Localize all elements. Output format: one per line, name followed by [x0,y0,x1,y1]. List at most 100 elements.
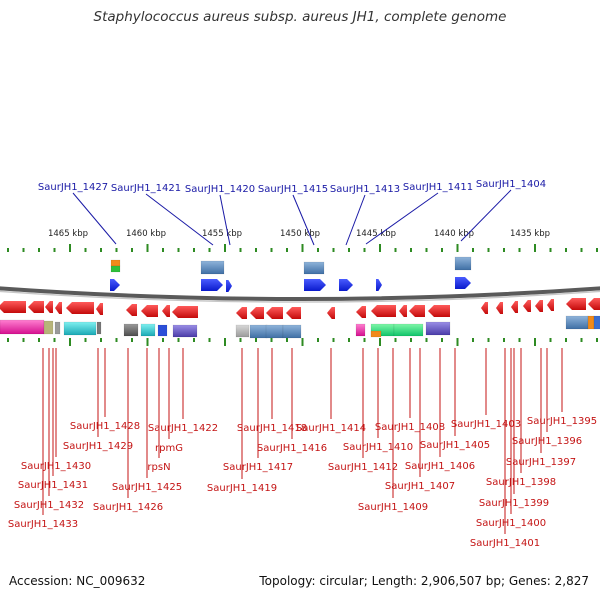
forward-gene-arrow [304,279,326,291]
scale-label: 1465 kbp [48,229,88,239]
scale-tick [239,338,242,342]
scale-tick [394,248,397,252]
forward-gene-arrow [455,277,471,289]
scale-tick [131,248,133,252]
gene-label: SaurJH1_1421 [111,183,181,194]
leader-line [219,194,231,246]
scale-label: 1460 kbp [126,229,166,239]
scale-tick [162,338,164,342]
leader-line [345,194,366,246]
leader-line [145,193,214,246]
scale-tick [193,248,195,252]
scale-tick [518,338,521,342]
scale-tick [565,338,567,342]
reverse-gene-arrow [535,300,543,312]
gene-label: SaurJH1_1395 [527,416,597,427]
feature-box [54,321,61,335]
gene-label: SaurJH1_1404 [476,179,546,190]
gene-label: SaurJH1_1415 [258,184,328,195]
feature-box [110,265,121,273]
genome-backbone [0,286,600,303]
reverse-gene-arrow [511,301,518,313]
scale-tick [565,248,567,252]
scale-tick [146,338,149,346]
scale-tick [487,338,490,342]
feature-box [172,324,198,338]
gene-label: SaurJH1_1433 [8,519,78,530]
reverse-gene-arrow [236,307,247,319]
feature-box [235,324,250,338]
feature-box [249,324,268,339]
scale-tick [394,338,397,342]
gene-label: SaurJH1_1418 [237,423,307,434]
scale-tick [38,248,40,252]
gene-label: SaurJH1_1420 [185,184,255,195]
scale-tick [53,248,56,252]
scale-tick [363,338,366,342]
forward-gene-arrow [201,279,223,291]
gene-label: SaurJH1_1403 [451,419,521,430]
scale-tick [38,338,40,342]
scale-tick [363,248,366,252]
reverse-gene-arrow [141,305,158,317]
scale-tick [549,248,552,252]
gene-label: SaurJH1_1432 [14,500,84,511]
scale-tick [596,248,598,252]
scale-tick [534,338,536,346]
scale-tick [69,244,71,252]
leader-line [292,194,315,246]
feature-box [157,324,168,337]
gene-label: SaurJH1_1427 [38,182,108,193]
scale-tick [115,248,118,252]
gene-label: SaurJH1_1431 [18,480,88,491]
reverse-gene-arrow [0,301,26,313]
gene-label: SaurJH1_1411 [403,182,473,193]
scale-label: 1450 kbp [280,229,320,239]
reverse-gene-arrow [327,307,335,319]
scale-label: 1445 kbp [356,229,396,239]
feature-box [565,315,589,330]
feature-box [265,324,284,339]
scale-tick [487,248,490,252]
reverse-gene-arrow [162,305,170,317]
scale-tick [317,248,319,252]
scale-tick [255,248,257,252]
scale-tick [224,338,226,346]
reverse-gene-arrow [286,307,301,319]
gene-label: SaurJH1_1413 [330,184,400,195]
gene-label: SaurJH1_1417 [223,462,293,473]
reverse-gene-arrow [172,306,198,318]
scale-tick [255,338,257,342]
scale-tick [410,338,412,342]
feature-box [0,319,45,335]
feature-box [200,260,225,275]
scale-tick [146,244,149,252]
scale-ticks-top [7,244,598,252]
scale-tick [379,338,381,346]
forward-gene-labels: SaurJH1_1427 SaurJH1_1421 SaurJH1_1420 Saur… [38,179,546,195]
scale-label: 1440 kbp [434,229,474,239]
forward-gene-arrow [376,279,382,291]
reverse-gene-arrow [250,307,264,319]
feature-box [593,315,600,330]
reverse-gene-arrow [371,305,396,317]
gene-label: SaurJH1_1412 [328,462,398,473]
leader-line [72,192,117,245]
scale-tick [22,248,25,252]
feature-box [110,259,121,267]
reverse-gene-arrow [409,305,425,317]
scale-tick [131,338,133,342]
leader-line [460,189,512,242]
scale-tick [22,338,25,342]
scale-tick [472,248,474,252]
backbone-shadow [0,290,600,303]
gene-label: SaurJH1_1399 [479,498,549,509]
scale-tick [503,338,505,342]
scale-tick [596,338,598,342]
feature-box [393,323,424,337]
scale-tick [379,244,381,252]
backbone-line [0,286,600,301]
scale-tick [7,338,9,342]
scale-tick [441,248,443,252]
